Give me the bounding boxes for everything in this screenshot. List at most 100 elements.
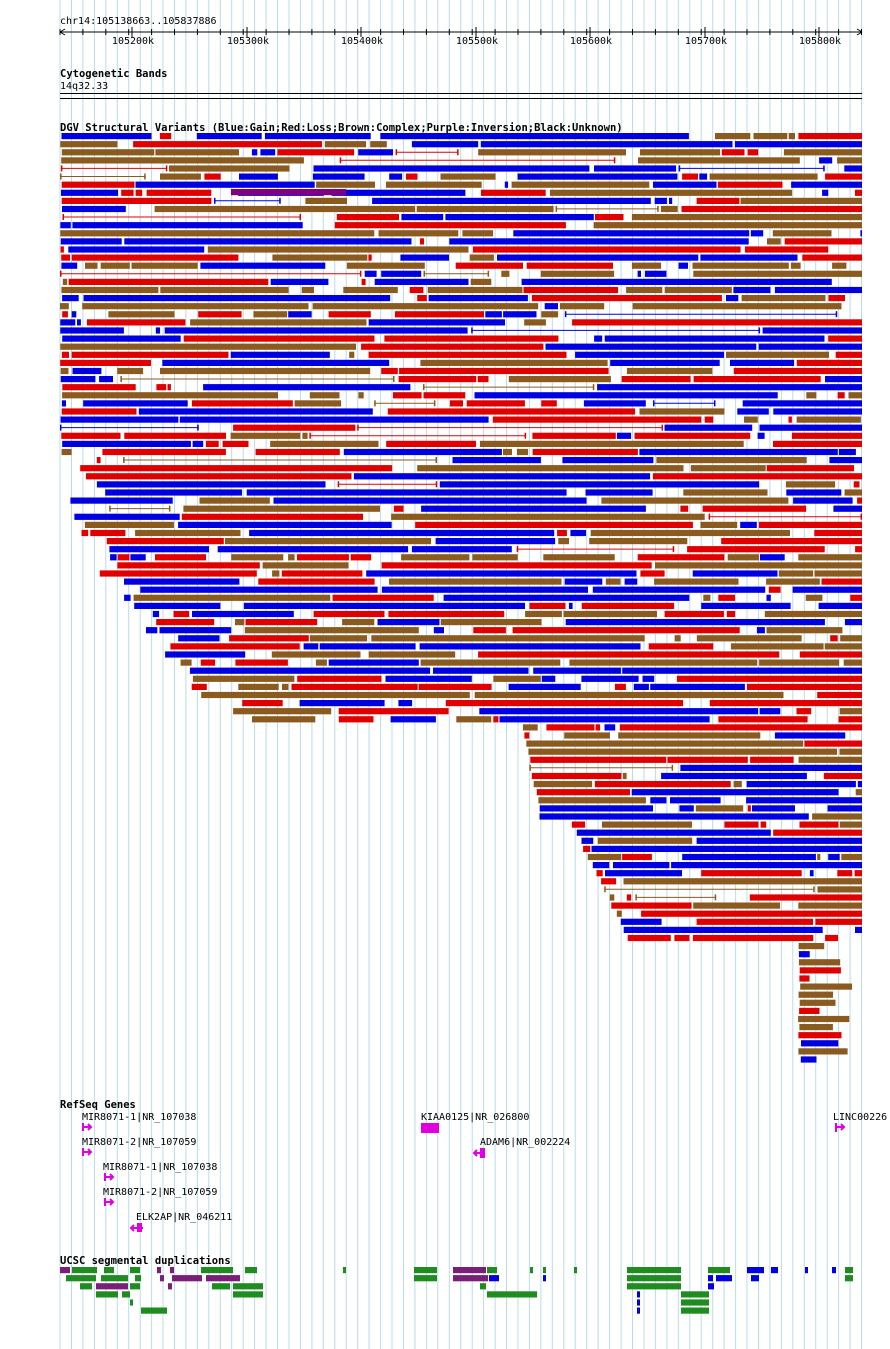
dgv-variant bbox=[576, 829, 771, 836]
dgv-variant bbox=[154, 205, 416, 213]
dgv-variant bbox=[850, 594, 862, 601]
dgv-variant bbox=[581, 675, 639, 682]
dgv-variant bbox=[387, 408, 636, 415]
dgv-variant bbox=[682, 853, 816, 861]
gene-kiaa0125[interactable]: KIAA0125|NR_026800 bbox=[421, 1112, 529, 1133]
gene-mir8071-1-b[interactable]: MIR8071-1|NR_107038 bbox=[103, 1162, 217, 1181]
dgv-variant bbox=[678, 165, 681, 172]
dgv-variant bbox=[251, 149, 258, 156]
dgv-variant bbox=[802, 254, 862, 261]
dgv-variant bbox=[733, 781, 742, 788]
dgv-variant bbox=[71, 254, 239, 261]
dgv-variant bbox=[381, 270, 422, 277]
dgv-variant bbox=[339, 157, 342, 164]
dgv-variant bbox=[642, 675, 655, 682]
dgv-variant bbox=[135, 189, 143, 196]
dgv-variant bbox=[798, 1015, 850, 1023]
dgv-variant bbox=[62, 278, 68, 285]
dgv-variant bbox=[570, 529, 586, 537]
dgv-variant bbox=[837, 157, 862, 164]
dgv-variant bbox=[378, 230, 459, 237]
dgv-variant bbox=[601, 497, 789, 504]
ruler-tick-label: 105700k bbox=[685, 36, 727, 47]
gene-mir8071-2-a[interactable]: MIR8071-2|NR_107059 bbox=[82, 1137, 196, 1156]
dgv-variant bbox=[799, 1024, 833, 1031]
dgv-variant bbox=[406, 173, 418, 180]
dgv-variant bbox=[117, 554, 130, 561]
dgv-variant bbox=[786, 489, 842, 496]
dgv-variant bbox=[192, 675, 295, 682]
dgv-variant bbox=[616, 910, 622, 917]
dgv-variant bbox=[165, 165, 168, 172]
dgv-variant bbox=[521, 278, 832, 285]
dgv-variant bbox=[595, 724, 601, 731]
dgv-variant bbox=[564, 311, 567, 318]
dgv-variant bbox=[733, 367, 862, 375]
dgv-variant bbox=[61, 432, 121, 439]
dgv-variant bbox=[805, 594, 823, 601]
dgv-variant bbox=[273, 497, 587, 504]
dgv-variant bbox=[62, 440, 191, 447]
dgv-variant bbox=[790, 262, 801, 269]
dgv-variant bbox=[522, 724, 538, 731]
dgv-variant bbox=[233, 424, 356, 431]
dgv-variant bbox=[737, 408, 769, 415]
dgv-variant bbox=[401, 554, 470, 561]
segdup-feature bbox=[245, 1267, 257, 1274]
dgv-variant bbox=[102, 448, 226, 456]
ruler-tick-label: 105200k bbox=[112, 36, 154, 47]
dgv-variant bbox=[62, 205, 126, 213]
dgv-variant bbox=[546, 724, 595, 731]
dgv-variant bbox=[85, 473, 352, 480]
dgv-variant bbox=[682, 173, 698, 180]
dgv-variant bbox=[800, 1056, 817, 1063]
cytoband-title: Cytogenetic Bands bbox=[60, 68, 167, 80]
dgv-variant bbox=[796, 416, 861, 423]
dgv-variant bbox=[656, 457, 807, 464]
segdup-feature bbox=[637, 1299, 640, 1306]
dgv-variant bbox=[198, 311, 242, 318]
dgv-variant bbox=[455, 262, 523, 269]
segdup-feature bbox=[135, 1275, 141, 1282]
dgv-variant bbox=[72, 367, 102, 375]
dgv-variant bbox=[809, 870, 814, 877]
gene-linc00226[interactable]: LINC00226 bbox=[833, 1112, 887, 1132]
gene-mir8071-2-b[interactable]: MIR8071-2|NR_107059 bbox=[103, 1187, 217, 1206]
gene-label: MIR8071-2|NR_107059 bbox=[82, 1137, 196, 1148]
dgv-variant bbox=[200, 262, 326, 269]
dgv-variant bbox=[336, 214, 399, 221]
gene-elk2ap[interactable]: ELK2AP|NR_046211 bbox=[129, 1212, 232, 1232]
dgv-variant bbox=[305, 197, 347, 204]
dgv-variant bbox=[381, 367, 398, 375]
dgv-variant bbox=[179, 416, 489, 423]
segdup-feature bbox=[168, 1283, 172, 1290]
dgv-variant bbox=[399, 367, 609, 375]
dgv-variant bbox=[653, 181, 717, 188]
dgv-variant bbox=[693, 270, 862, 277]
gene-adam6[interactable]: ADAM6|NR_002224 bbox=[472, 1137, 570, 1158]
segdup-feature bbox=[530, 1267, 533, 1274]
dgv-variant bbox=[681, 205, 862, 213]
dgv-variant bbox=[470, 278, 492, 285]
segdup-feature bbox=[627, 1267, 681, 1274]
dgv-variant bbox=[368, 254, 372, 261]
dgv-variant bbox=[709, 700, 862, 707]
dgv-variant bbox=[60, 222, 71, 229]
dgv-variant bbox=[844, 619, 862, 626]
gene-mir8071-1-a[interactable]: MIR8071-1|NR_107038 bbox=[82, 1112, 196, 1131]
dgv-variant bbox=[144, 173, 146, 180]
dgv-variant bbox=[653, 400, 655, 407]
dgv-variant bbox=[135, 529, 241, 537]
dgv-variant bbox=[721, 149, 745, 156]
dgv-variant bbox=[721, 538, 862, 545]
dgv-variant bbox=[230, 351, 330, 358]
dgv-variant bbox=[478, 651, 780, 658]
dgv-variant bbox=[155, 554, 206, 561]
dgv-variant bbox=[734, 141, 862, 148]
dgv-variant bbox=[726, 610, 736, 618]
dgv-variant bbox=[798, 554, 862, 561]
dgv-variant bbox=[773, 440, 862, 447]
gene-arrow-icon bbox=[835, 1123, 846, 1132]
dgv-variant bbox=[672, 546, 675, 553]
segdup-feature bbox=[130, 1299, 133, 1306]
